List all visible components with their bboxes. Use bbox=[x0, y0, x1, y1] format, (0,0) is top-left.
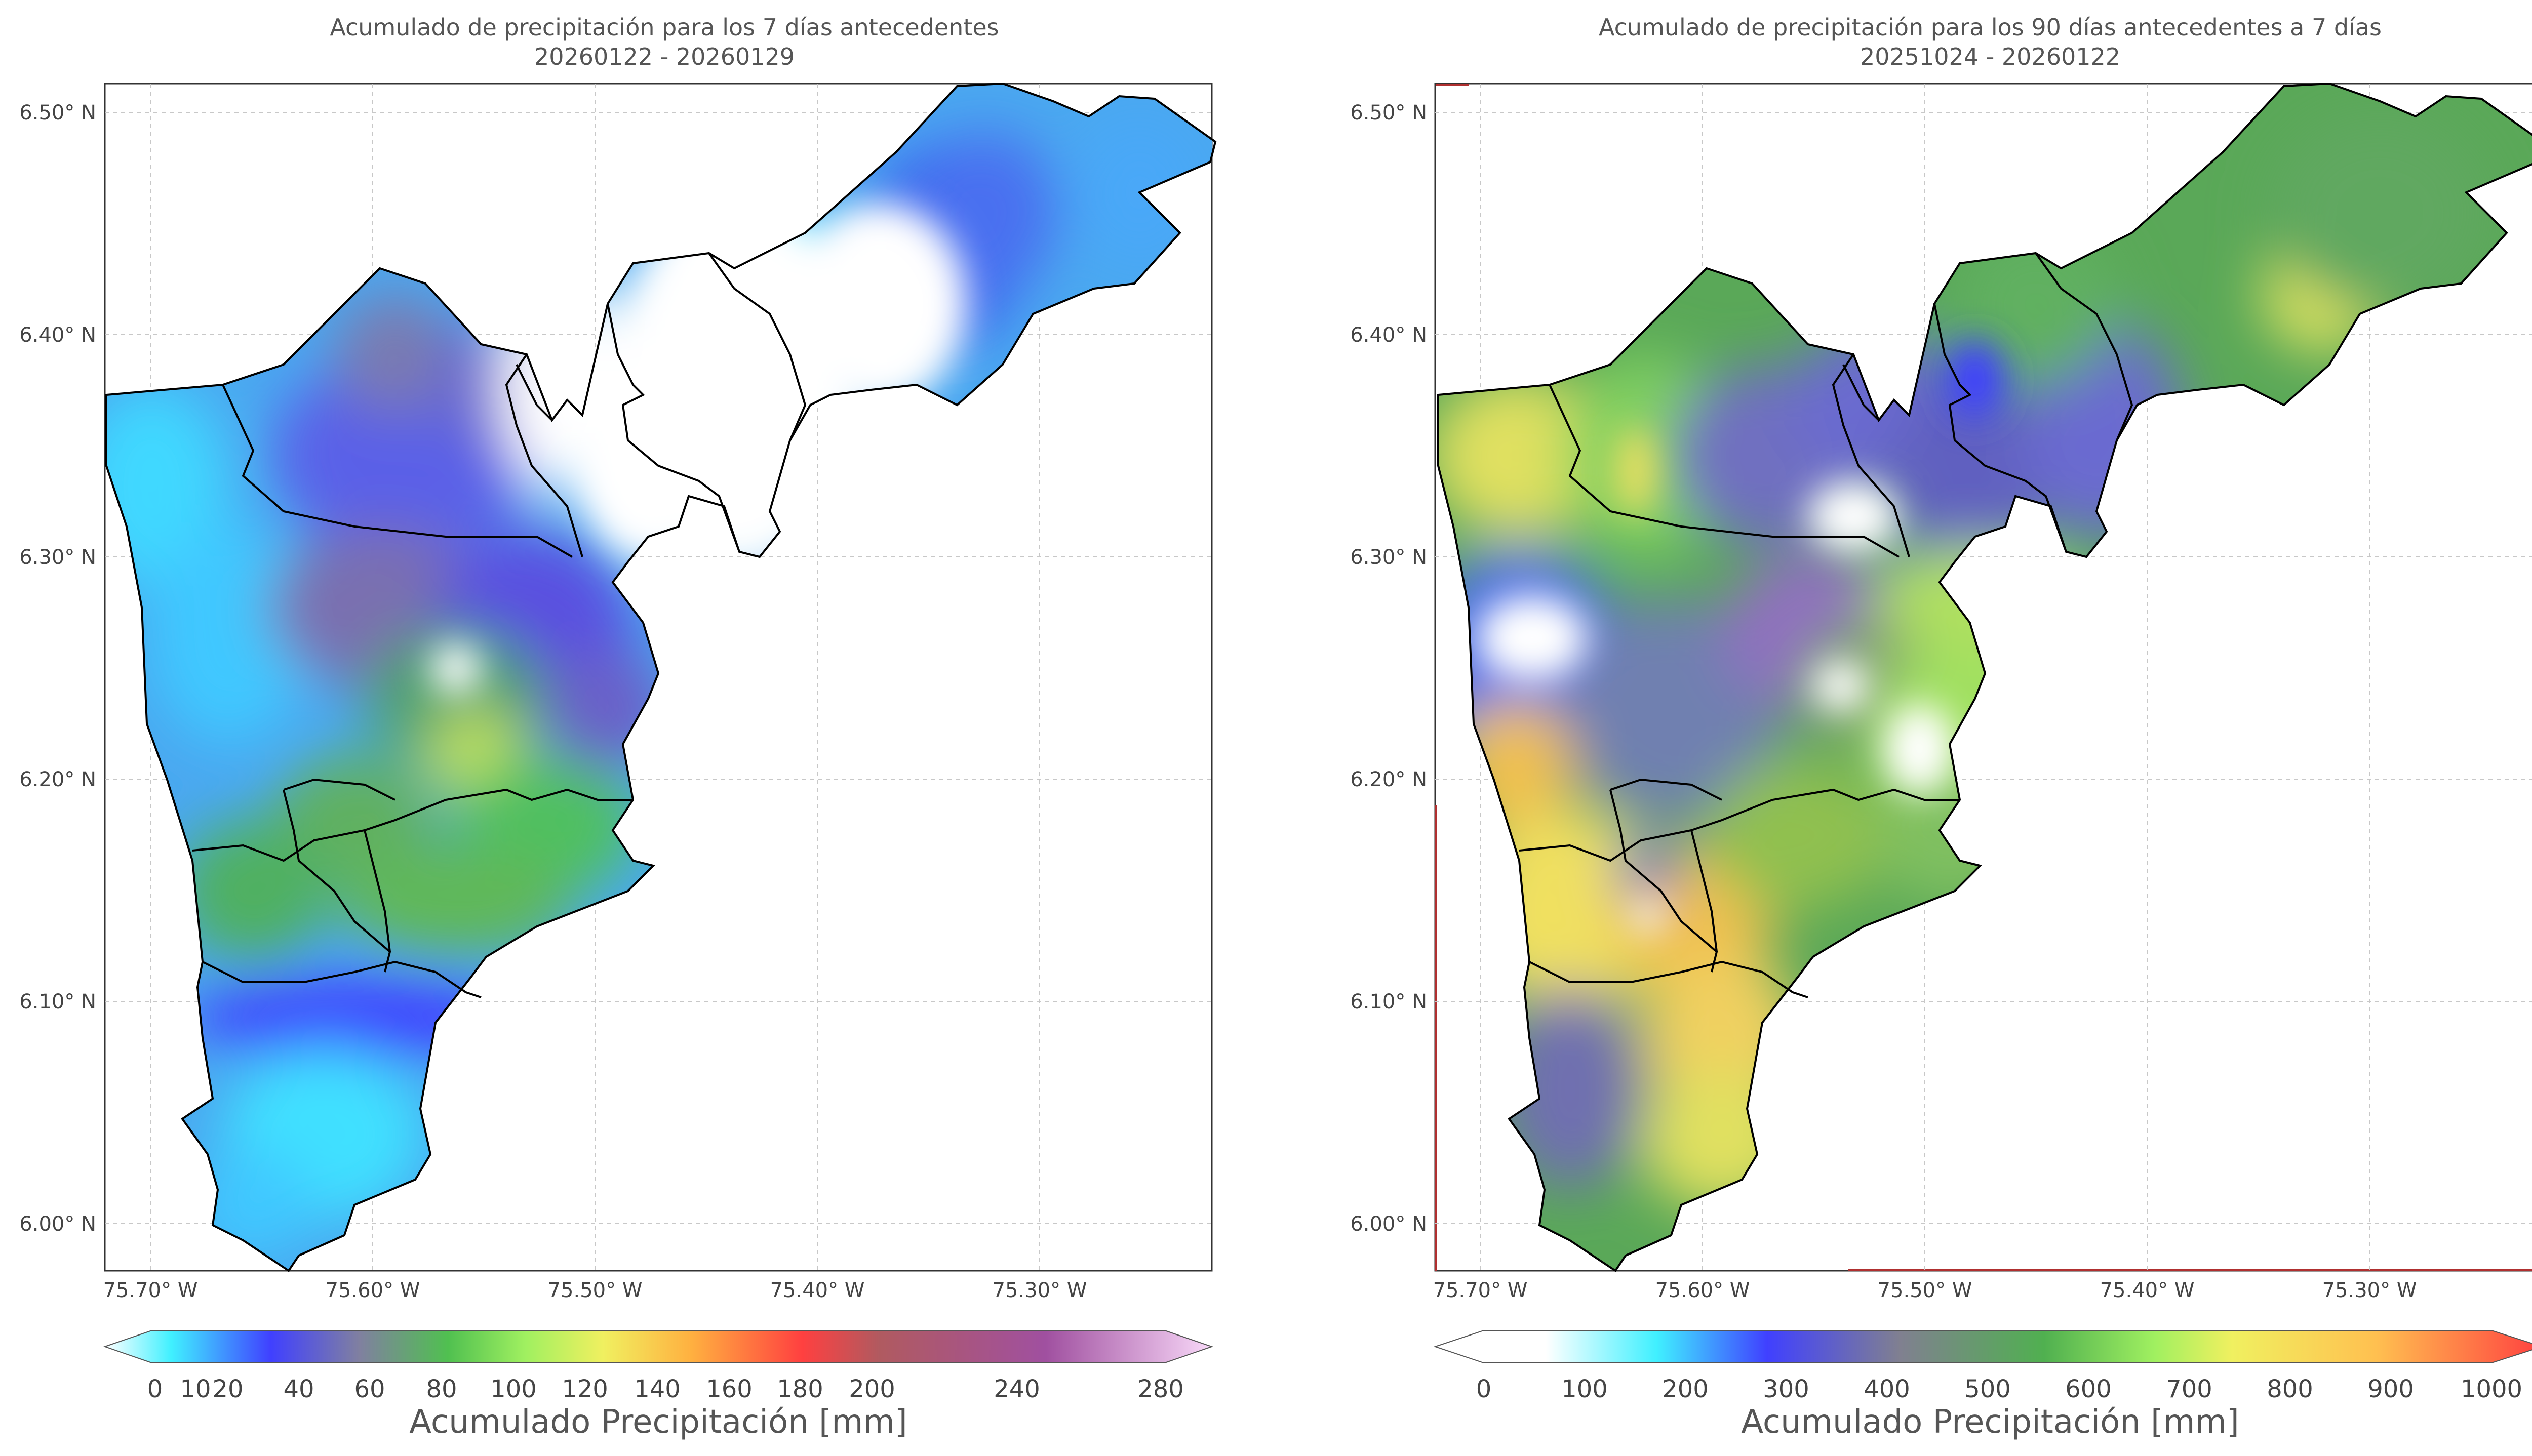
colorbar-tick: 900 bbox=[2367, 1375, 2414, 1403]
colorbar-tick: 0 bbox=[1476, 1375, 1492, 1403]
colorbar-tick: 0 bbox=[147, 1375, 163, 1403]
colorbar-tick: 400 bbox=[1864, 1375, 1910, 1403]
colorbar-tick: 500 bbox=[1964, 1375, 2011, 1403]
map-dates-7-days: 20260122 - 20260129 bbox=[534, 43, 795, 70]
lon-tick: 75.40° W bbox=[770, 1279, 865, 1302]
colorbar-tick: 100 bbox=[1561, 1375, 1608, 1403]
lat-tick: 6.20° N bbox=[1350, 768, 1427, 791]
colorbar-tick: 800 bbox=[2267, 1375, 2313, 1403]
colorbar-tick: 80 bbox=[426, 1375, 457, 1403]
lat-ticks-7-days: 6.50° N 6.40° N 6.30° N 6.20° N 6.10° N … bbox=[19, 101, 96, 1236]
colorbar-tick: 1000 bbox=[2461, 1375, 2522, 1403]
lat-tick: 6.10° N bbox=[19, 990, 96, 1014]
lon-tick: 75.60° W bbox=[326, 1279, 420, 1302]
lon-tick: 75.70° W bbox=[103, 1279, 198, 1302]
lat-tick: 6.10° N bbox=[1350, 990, 1427, 1014]
colorbar-tick: 40 bbox=[283, 1375, 314, 1403]
colorbar-tick: 600 bbox=[2065, 1375, 2112, 1403]
colorbar-tick: 10 bbox=[180, 1375, 211, 1403]
gridlines-7-days bbox=[105, 84, 1212, 1271]
map-title-90-days: Acumulado de precipitación para los 90 d… bbox=[1599, 14, 2382, 41]
lon-tick: 75.50° W bbox=[548, 1279, 643, 1302]
map-90-days: Acumulado de precipitación para los 90 d… bbox=[1350, 14, 2532, 1441]
lon-tick: 75.30° W bbox=[2322, 1279, 2417, 1302]
colorbar-tick: 140 bbox=[634, 1375, 681, 1403]
colorbar-tick: 200 bbox=[1662, 1375, 1709, 1403]
colorbar-tick: 280 bbox=[1137, 1375, 1184, 1403]
colorbar-label-7-days: Acumulado Precipitación [mm] bbox=[409, 1403, 907, 1441]
lat-tick: 6.50° N bbox=[19, 101, 96, 125]
colorbar-tick: 160 bbox=[706, 1375, 753, 1403]
colorbar-tick: 100 bbox=[490, 1375, 537, 1403]
lat-tick: 6.50° N bbox=[1350, 101, 1427, 125]
colorbar-tick: 300 bbox=[1763, 1375, 1809, 1403]
lat-tick: 6.00° N bbox=[1350, 1212, 1427, 1236]
lat-ticks-90-days: 6.50° N 6.40° N 6.30° N 6.20° N 6.10° N … bbox=[1350, 101, 1427, 1236]
colorbar-tick: 200 bbox=[849, 1375, 895, 1403]
colorbar-tick: 180 bbox=[777, 1375, 823, 1403]
colorbar-tick: 120 bbox=[562, 1375, 608, 1403]
lon-tick: 75.70° W bbox=[1433, 1279, 1528, 1302]
lon-tick: 75.30° W bbox=[993, 1279, 1087, 1302]
lon-ticks-7-days: 75.70° W 75.60° W 75.50° W 75.40° W 75.3… bbox=[103, 1279, 1087, 1302]
lat-tick: 6.40° N bbox=[19, 323, 96, 347]
colorbar-tick: 60 bbox=[354, 1375, 385, 1403]
lat-tick: 6.40° N bbox=[1350, 323, 1427, 347]
municipal-boundaries-90-days bbox=[1519, 252, 2133, 998]
lat-tick: 6.00° N bbox=[19, 1212, 96, 1236]
lat-tick: 6.30° N bbox=[19, 546, 96, 569]
map-title-7-days: Acumulado de precipitación para los 7 dí… bbox=[330, 14, 999, 41]
colorbar-tick: 700 bbox=[2166, 1375, 2212, 1403]
map-dates-90-days: 20251024 - 20260122 bbox=[1860, 43, 2120, 70]
lat-tick: 6.20° N bbox=[19, 768, 96, 791]
colorbar-tick: 240 bbox=[994, 1375, 1040, 1403]
lat-tick: 6.30° N bbox=[1350, 546, 1427, 569]
lon-tick: 75.50° W bbox=[1878, 1279, 1972, 1302]
municipal-boundaries-7-days bbox=[192, 252, 807, 998]
colorbar-tick: 20 bbox=[212, 1375, 243, 1403]
lon-ticks-90-days: 75.70° W 75.60° W 75.50° W 75.40° W 75.3… bbox=[1433, 1279, 2417, 1302]
colorbar-label-90-days: Acumulado Precipitación [mm] bbox=[1741, 1403, 2239, 1441]
map-7-days: Acumulado de precipitación para los 7 dí… bbox=[19, 14, 1216, 1441]
colorbar-90-days: 0 100 200 300 400 500 600 700 800 900 10… bbox=[1433, 1330, 2532, 1441]
lon-tick: 75.60° W bbox=[1655, 1279, 1750, 1302]
lon-tick: 75.40° W bbox=[2100, 1279, 2195, 1302]
colorbar-7-days: 0 10 20 40 60 80 100 120 140 160 180 200… bbox=[103, 1330, 1214, 1441]
